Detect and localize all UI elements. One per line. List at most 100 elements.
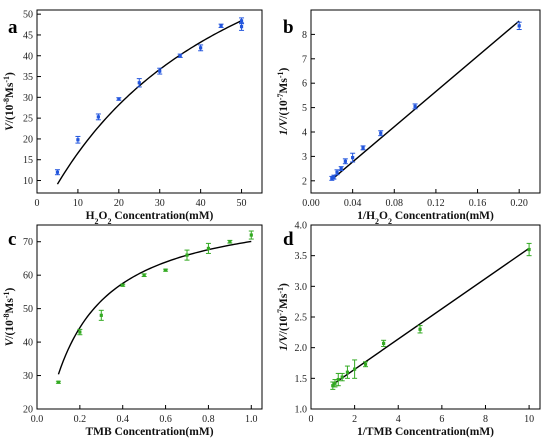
data-point	[239, 22, 245, 31]
marker	[239, 25, 244, 29]
marker	[219, 24, 223, 28]
y-tick-label: 3	[302, 152, 307, 163]
marker	[99, 313, 103, 317]
x-axis-label: H2O2 Concentration(mM)	[86, 210, 214, 226]
marker	[379, 131, 383, 135]
plot-frame	[36, 9, 263, 194]
marker	[418, 327, 422, 331]
marker	[361, 146, 365, 150]
marker	[76, 138, 80, 142]
y-tick-label: 30	[23, 371, 33, 382]
data-point	[332, 379, 338, 388]
marker	[239, 19, 244, 23]
marker	[56, 380, 61, 384]
marker	[206, 246, 211, 251]
y-tick-label: 5	[302, 103, 307, 114]
data-point	[352, 359, 358, 379]
y-tick-label: 40	[23, 338, 33, 349]
x-tick-label: 0.0	[31, 414, 44, 425]
panel-label: a	[8, 17, 18, 38]
x-axis-label: 1/TMB Concentration(mM)	[357, 426, 494, 438]
x-tick-label: 0	[35, 198, 40, 209]
data-point	[54, 169, 60, 176]
x-tick-label: 0.16	[469, 198, 487, 209]
y-tick-label: 3.5	[295, 251, 308, 262]
data-point	[342, 158, 348, 165]
marker	[142, 273, 146, 277]
marker	[339, 167, 343, 171]
marker	[158, 69, 162, 73]
marker	[413, 104, 417, 108]
y-tick-label: 50	[23, 10, 33, 21]
data-point	[163, 268, 169, 272]
y-axis-label: V/(10-8Ms-1)	[2, 287, 17, 346]
x-tick-label: 0.08	[386, 198, 404, 209]
y-tick-label: 2	[302, 176, 307, 187]
data-point	[334, 169, 340, 176]
x-tick-label: 0.8	[202, 414, 215, 425]
x-axis-label: 1/H2O2 Concentration(mM)	[357, 210, 494, 226]
data-point	[55, 380, 61, 384]
data-point	[516, 21, 522, 31]
data-point	[95, 113, 101, 121]
y-tick-label: 20	[23, 405, 33, 416]
marker	[96, 115, 100, 119]
y-axis-label: V/(10-8Ms-1)	[2, 72, 17, 131]
x-tick-label: 20	[114, 198, 124, 209]
y-tick-label: 25	[23, 114, 33, 125]
data-point	[218, 23, 224, 28]
x-tick-label: 50	[237, 198, 247, 209]
y-tick-label: 1.5	[295, 374, 308, 385]
data-point	[335, 372, 341, 387]
panel-label: b	[283, 17, 294, 38]
x-tick-label: 0.04	[344, 198, 362, 209]
data-point	[77, 328, 83, 336]
x-tick-label: 2	[352, 414, 357, 425]
data-point	[248, 230, 254, 240]
fit-curve	[57, 240, 252, 375]
data-point	[205, 242, 211, 254]
x-tick-label: 0.12	[427, 198, 445, 209]
panel-c-chart: 0.0 0.2 0.4 0.6 0.8 1.0 20 30 40 50 60 70 c TMB Conce…	[2, 224, 263, 438]
data-point	[157, 67, 163, 75]
marker	[330, 176, 334, 180]
y-tick-label: 50	[23, 304, 33, 315]
data-point	[136, 78, 142, 88]
marker	[340, 375, 344, 379]
x-axis-label: TMB Concentration(mM)	[85, 426, 213, 438]
marker	[345, 370, 350, 374]
x-tick-label: 0.00	[302, 198, 320, 209]
data-point	[417, 325, 423, 334]
x-tick-label: 0.4	[116, 414, 129, 425]
data-point	[227, 239, 233, 244]
y-tick-label: 30	[23, 93, 33, 104]
panel-label: c	[8, 229, 16, 250]
data-point	[177, 53, 183, 58]
marker	[137, 81, 141, 85]
marker	[117, 97, 121, 101]
marker	[517, 24, 521, 28]
marker	[163, 268, 168, 272]
y-tick-label: 4.0	[295, 221, 308, 232]
fit-line	[331, 20, 520, 181]
y-tick-label: 10	[23, 176, 33, 187]
y-tick-label: 15	[23, 155, 33, 166]
marker	[363, 362, 368, 366]
plot-frame	[310, 224, 541, 410]
x-tick-label: 30	[155, 198, 165, 209]
marker	[336, 377, 340, 382]
marker	[382, 341, 386, 345]
x-tick-label: 0.2	[74, 414, 87, 425]
y-tick-label: 8	[302, 30, 307, 41]
data-point	[116, 97, 122, 101]
data-point	[98, 309, 104, 321]
marker	[228, 240, 232, 244]
data-point	[363, 361, 369, 368]
y-tick-label: 3.0	[295, 282, 308, 293]
y-axis-label: 1/V/(10-7Ms-1)	[276, 283, 291, 351]
data-point	[141, 273, 147, 278]
data-point	[526, 242, 532, 257]
marker	[178, 54, 182, 58]
data-point	[338, 166, 344, 172]
